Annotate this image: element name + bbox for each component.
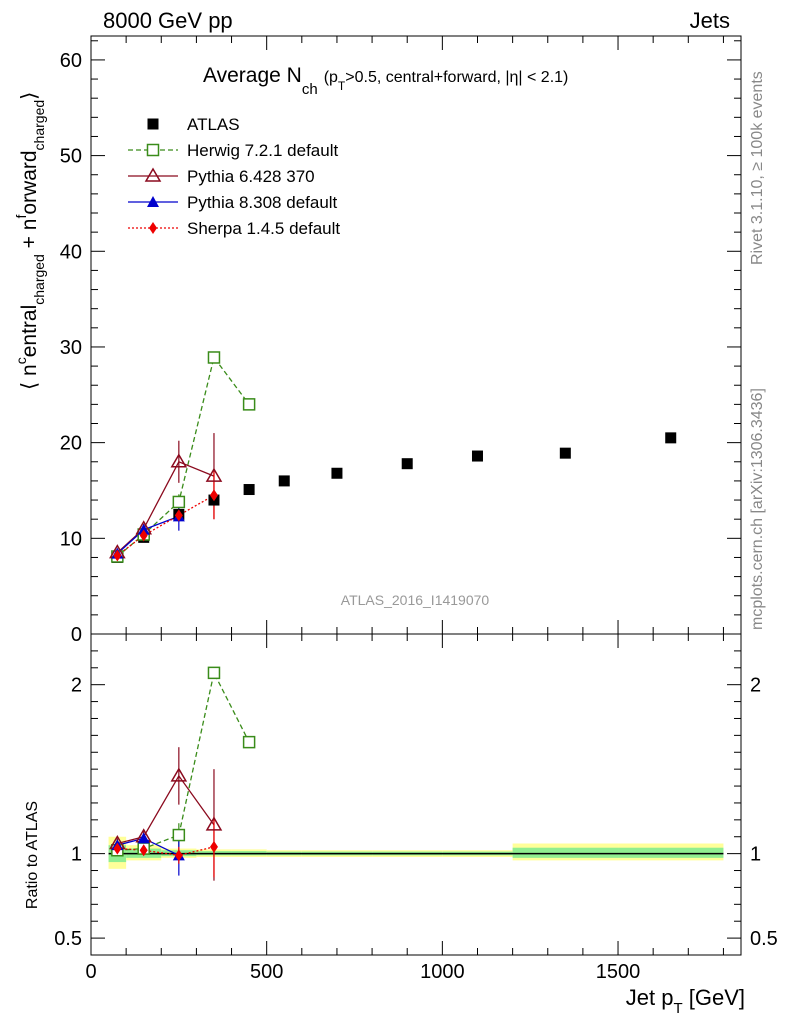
title-rest: >0.5, central+forward, |η| < 2.1)	[345, 69, 568, 86]
atlas-data-point	[471, 450, 483, 462]
y-tick-label-main: 10	[60, 528, 82, 550]
ratio-uncertainty-bands	[108, 836, 724, 869]
title-sub: ch	[302, 81, 318, 98]
marker-sherpa	[174, 509, 183, 522]
legend-marker	[144, 167, 162, 182]
marker-sherpa	[209, 489, 218, 502]
x-tick-label: 0	[85, 961, 96, 983]
ratio-marker-pythia8	[137, 832, 150, 844]
y-tick-label-main: 40	[60, 241, 82, 263]
marker-sherpa	[139, 529, 148, 542]
y-tick-label-ratio-right: 0.5	[750, 928, 778, 950]
legend-label: Sherpa 1.4.5 default	[187, 219, 340, 238]
header-energy: 8000 GeV pp	[103, 8, 233, 33]
ratio-axis-label: Ratio to ATLAS	[24, 801, 41, 909]
ratio-marker-sherpa	[209, 840, 218, 853]
xlabel-sub: T	[673, 1000, 682, 1017]
legend-label: Pythia 6.428 370	[187, 167, 315, 186]
y-tick-label-ratio: 2	[71, 675, 82, 697]
ratio-line-pythia6	[117, 774, 215, 845]
legend: ATLAS Herwig 7.2.1 default Pythia 6.428 37…	[128, 115, 340, 238]
atlas-data-point	[559, 447, 571, 459]
marker-herwig	[207, 351, 221, 364]
ratio-marker-pythia6	[205, 816, 223, 831]
ratio-band-inner	[512, 847, 619, 858]
x-tick-label: 500	[250, 961, 283, 983]
ylabel-sub1: charged	[31, 254, 47, 305]
y-tick-label-ratio-right: 1	[750, 844, 761, 866]
y-tick-label-main: 0	[71, 624, 82, 646]
marker-herwig	[172, 495, 186, 509]
ratio-marker-herwig	[207, 666, 221, 680]
x-axis-label: Jet pT [GeV]	[626, 985, 745, 1017]
title-t: T	[338, 79, 346, 93]
mcplots-label: mcplots.cern.ch [arXiv:1306.3436]	[749, 388, 766, 630]
ratio-marker-sherpa	[113, 842, 122, 855]
ylabel-mid1: entral	[18, 305, 41, 358]
ylabel-sup1: c	[13, 357, 29, 364]
plot-title: Average Nch (pT>0.5, central+forward, |η|…	[203, 64, 568, 98]
legend-marker	[147, 196, 159, 207]
series-line-sherpa	[116, 494, 215, 557]
main-plot-layer	[109, 351, 677, 563]
marker-herwig	[242, 398, 256, 411]
title-main: Average N	[203, 64, 302, 87]
ratio-frame	[90, 633, 742, 956]
atlas-data-point	[401, 458, 413, 470]
legend-marker	[149, 222, 157, 234]
ratio-plot-layer	[109, 666, 256, 881]
legend-marker	[147, 118, 159, 130]
y-tick-label-ratio: 0.5	[54, 928, 82, 950]
ylabel-mid3: orward	[18, 150, 41, 214]
ratio-band-inner	[618, 847, 724, 858]
marker-pythia6	[205, 467, 223, 482]
y-tick-label-main: 60	[60, 50, 82, 72]
ratio-marker-sherpa	[139, 844, 148, 857]
ratio-marker-sherpa	[174, 849, 183, 862]
ylabel-sub2: charged	[31, 100, 47, 151]
series-line-pythia6	[116, 460, 215, 554]
legend-label: ATLAS	[187, 115, 240, 134]
rivet-label: Rivet 3.1.10, ≥ 100k events	[749, 71, 766, 265]
marker-sherpa	[113, 549, 122, 562]
legend-label: Pythia 8.308 default	[187, 193, 338, 212]
atlas-data-point	[665, 432, 677, 444]
axes: 0 500 1000 1500 0 10 20 30 40 50 60 0.5 0.5 1 1 2 2	[54, 35, 778, 983]
series-line-herwig	[116, 355, 250, 557]
ratio-line-herwig	[117, 670, 250, 851]
marker-pythia6	[170, 453, 188, 468]
atlas-data-point	[278, 475, 290, 487]
legend-marker	[146, 143, 160, 157]
atlas-data-point	[243, 484, 255, 496]
y-tick-label-ratio-right: 2	[750, 675, 761, 697]
x-tick-label: 1500	[596, 961, 641, 983]
legend-label: Herwig 7.2.1 default	[187, 141, 338, 160]
title-p: (p	[324, 69, 338, 86]
y-axis-label: ⟨ ncentralcharged + nforwardcharged⟩	[13, 92, 47, 390]
atlas-data-point	[331, 467, 343, 479]
ratio-marker-pythia6	[170, 767, 188, 782]
ylabel-mid2: + n	[18, 219, 41, 255]
ylabel-sup2: f	[13, 215, 29, 219]
xlabel-unit: [GeV]	[683, 985, 745, 1010]
ratio-line-sherpa	[117, 846, 215, 856]
ylabel-lead: ⟨ n	[18, 364, 41, 390]
y-tick-label-main: 30	[60, 337, 82, 359]
y-tick-label-main: 50	[60, 146, 82, 168]
ratio-marker-herwig	[242, 735, 256, 749]
y-tick-label-main: 20	[60, 433, 82, 455]
analysis-watermark: ATLAS_2016_I1419070	[341, 592, 490, 608]
ylabel-close: ⟩	[18, 92, 41, 100]
xlabel-main: Jet p	[626, 985, 674, 1010]
ratio-marker-herwig	[172, 828, 186, 842]
y-tick-label-ratio: 1	[71, 844, 82, 866]
header-jets: Jets	[690, 8, 730, 33]
x-tick-label: 1000	[420, 961, 465, 983]
marker-pythia8	[137, 523, 150, 535]
